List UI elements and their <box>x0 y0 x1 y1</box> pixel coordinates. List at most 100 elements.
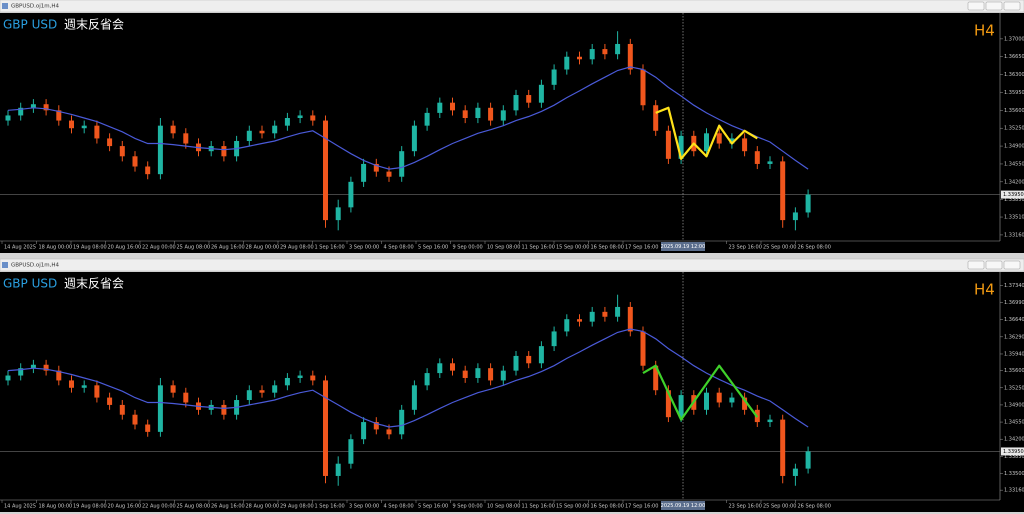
candle-body <box>742 397 748 410</box>
candle-body <box>107 397 113 405</box>
chart-area <box>0 13 1024 253</box>
note-label: 週末反省会 <box>64 277 124 291</box>
window-title: GBPUSD.oj1m,H4 <box>11 4 59 10</box>
zigzag-line <box>642 364 759 421</box>
current-price-box <box>1001 447 1024 456</box>
time-label: 11 Sep 16:00 <box>522 504 555 510</box>
time-label: 26 Sep 08:00 <box>798 245 831 251</box>
window-title: GBPUSD.oj1m,H4 <box>11 263 59 269</box>
candle-body <box>437 363 443 374</box>
time-label: 10 Sep 08:00 <box>487 245 520 251</box>
candle-body <box>361 422 367 440</box>
restore-button[interactable] <box>985 1 1003 11</box>
time-label: 9 Sep 00:00 <box>453 504 483 510</box>
candle-body <box>170 385 176 393</box>
candle-body <box>462 110 468 119</box>
time-label: 17 Sep 16:00 <box>625 504 658 510</box>
window-icon <box>2 3 8 9</box>
candle-body <box>284 377 290 386</box>
moving-average <box>7 328 809 428</box>
candle-body <box>488 368 494 381</box>
candle-body <box>361 163 367 182</box>
time-label: 11 Sep 16:00 <box>522 245 555 251</box>
time-label: 18 Aug 00:00 <box>39 504 73 510</box>
price-tick-label: 1.36640 <box>1004 317 1024 323</box>
price-tick-label: 1.34900 <box>1004 402 1024 408</box>
candle-body <box>437 102 443 113</box>
close-button[interactable] <box>1003 1 1021 11</box>
close-button[interactable] <box>1003 260 1021 270</box>
candle-body <box>69 380 74 388</box>
price-tick-label: 1.33500 <box>1004 471 1024 477</box>
candle-body <box>107 138 113 147</box>
candle-body <box>81 385 87 388</box>
candle-body <box>246 130 252 141</box>
candle-body <box>754 151 760 164</box>
time-label: 15 Sep 00:00 <box>556 245 589 251</box>
candle-body <box>767 161 773 164</box>
candle-body <box>170 125 176 134</box>
candle-body <box>411 385 417 410</box>
candle-body <box>450 102 455 111</box>
candle-body <box>335 207 341 221</box>
time-label: 26 Aug 16:00 <box>211 504 245 510</box>
candle-body <box>259 390 265 393</box>
candle-body <box>399 409 405 435</box>
time-label: 25 Sep 00:00 <box>763 245 796 251</box>
price-tick-label: 1.33160 <box>1004 232 1024 238</box>
cursor-time: 2025.09.19 12:00 <box>661 503 706 509</box>
candle-body <box>56 110 62 121</box>
minimize-button[interactable] <box>967 1 985 11</box>
time-label: 23 Sep 16:00 <box>729 504 762 510</box>
candle-body <box>526 95 532 103</box>
candle-body <box>729 397 735 403</box>
time-label: 17 Sep 16:00 <box>625 245 658 251</box>
candle-body <box>678 135 684 159</box>
candle-body <box>335 463 341 476</box>
restore-button[interactable] <box>985 260 1003 270</box>
price-tick-label: 1.36650 <box>1004 54 1024 60</box>
candle-body <box>157 385 163 432</box>
candle-body <box>615 43 621 55</box>
candle-body <box>323 120 328 221</box>
moving-average <box>7 66 809 170</box>
time-label: 3 Sep 00:00 <box>349 504 379 510</box>
candle-body <box>94 125 100 139</box>
candle-body <box>627 43 633 70</box>
candle-body <box>716 133 722 144</box>
price-tick-label: 1.33850 <box>1004 197 1024 203</box>
price-tick-label: 1.36990 <box>1004 300 1024 306</box>
time-label: 4 Sep 08:00 <box>384 245 414 251</box>
candle-body <box>488 107 494 121</box>
time-label: 19 Aug 08:00 <box>73 245 107 251</box>
candle-body <box>284 118 290 126</box>
time-label: 29 Aug 08:00 <box>280 504 314 510</box>
candle-body <box>310 115 316 121</box>
minimize-button[interactable] <box>967 260 985 270</box>
candle-body <box>30 364 36 369</box>
candle-body <box>119 404 125 415</box>
time-label: 26 Sep 08:00 <box>798 504 831 510</box>
candle-body <box>577 56 582 60</box>
candle-body <box>386 429 392 435</box>
price-tick-label: 1.37000 <box>1004 36 1024 42</box>
candle-body <box>462 370 468 378</box>
candle-body <box>18 368 24 376</box>
candle-body <box>348 181 354 208</box>
candle-body <box>767 419 773 423</box>
time-label: 20 Aug 16:00 <box>108 504 142 510</box>
candle-body <box>424 373 430 386</box>
price-tick-label: 1.35600 <box>1004 108 1024 114</box>
candle-body <box>272 125 278 134</box>
time-label: 16 Sep 08:00 <box>591 504 624 510</box>
candle-body <box>411 125 417 152</box>
candle-body <box>538 346 544 364</box>
candle-body <box>716 392 722 403</box>
time-label: 22 Aug 00:00 <box>142 245 176 251</box>
time-label: 25 Sep 00:00 <box>763 504 796 510</box>
symbol-label: GBP USD <box>3 277 57 291</box>
candle-body <box>792 212 798 221</box>
time-label: 22 Aug 00:00 <box>142 504 176 510</box>
candle-body <box>310 375 316 381</box>
